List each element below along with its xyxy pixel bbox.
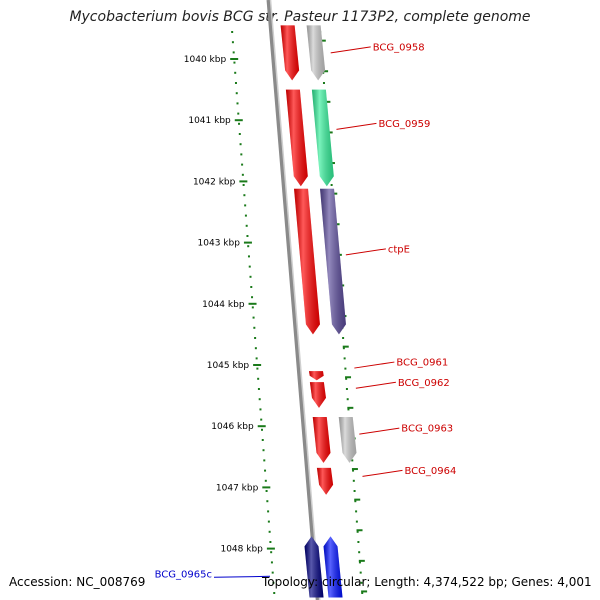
feature-shade-bcg-0958: [306, 25, 326, 81]
backbone-highlight: [269, 0, 321, 600]
tick-label: 1041 kbp: [188, 116, 231, 126]
feature-shade-bcg-0965c: [304, 536, 324, 598]
tick-label: 1044 kbp: [202, 300, 245, 310]
label-layer[interactable]: BCG_0958 BCG_0959 ctpE BCG_0961 BCG_0962 BCG_…: [155, 42, 457, 580]
tick-label: 1042 kbp: [193, 177, 236, 187]
feature-shade-bcg-0959: [311, 89, 334, 187]
feature-layer[interactable]: [280, 25, 357, 598]
feature-shade-bcg-0963: [312, 417, 331, 463]
label-bcg-0959[interactable]: BCG_0959: [378, 119, 430, 130]
leader-ctpe: [345, 248, 386, 256]
genome-title: Mycobacterium bovis BCG str. Pasteur 117…: [69, 9, 531, 25]
label-bcg-0958[interactable]: BCG_0958: [373, 42, 425, 53]
leader-bcg-0961: [354, 361, 395, 369]
label-bcg-0965c[interactable]: BCG_0965c: [155, 569, 212, 580]
label-bcg-0963[interactable]: BCG_0963: [401, 424, 453, 435]
summary-text: Topology: circular; Length: 4,374,522 bp…: [262, 575, 592, 589]
tick-label: 1048 kbp: [220, 545, 263, 555]
label-bcg-0962[interactable]: BCG_0962: [398, 378, 450, 389]
tick-label: 1043 kbp: [198, 239, 241, 249]
feature-shade-bcg-0965c: [323, 536, 343, 598]
tick-label: 1045 kbp: [207, 361, 250, 371]
backbone-line: [266, 0, 320, 600]
leader-bcg-0963: [359, 427, 400, 435]
feature-shade-bcg-0958: [280, 25, 300, 81]
leader-bcg-0962: [355, 381, 396, 389]
feature-shade-bcg-0961: [308, 371, 324, 381]
feature-shade-bcg-0962: [309, 382, 326, 408]
leader-bcg-0959: [336, 122, 377, 130]
leader-bcg-0965c: [213, 575, 271, 578]
feature-shade-ctpe: [294, 188, 320, 335]
tick-label: 1046 kbp: [211, 422, 254, 432]
accession-text: Accession: NC_008769: [9, 575, 146, 589]
tick-label: 1040 kbp: [184, 55, 227, 65]
feature-shade-bcg-0959: [285, 89, 308, 187]
label-bcg-0961[interactable]: BCG_0961: [396, 358, 448, 369]
feature-shade-bcg-0964: [316, 467, 334, 495]
backbone-layer: [266, 0, 321, 600]
feature-shade-ctpe: [320, 188, 346, 335]
leader-bcg-0964: [362, 469, 403, 477]
label-bcg-0964[interactable]: BCG_0964: [404, 466, 456, 477]
tick-label: 1047 kbp: [216, 483, 259, 493]
label-ctpe[interactable]: ctpE: [388, 244, 410, 255]
leader-bcg-0958: [330, 46, 371, 54]
feature-shade-bcg-0963: [338, 417, 357, 463]
